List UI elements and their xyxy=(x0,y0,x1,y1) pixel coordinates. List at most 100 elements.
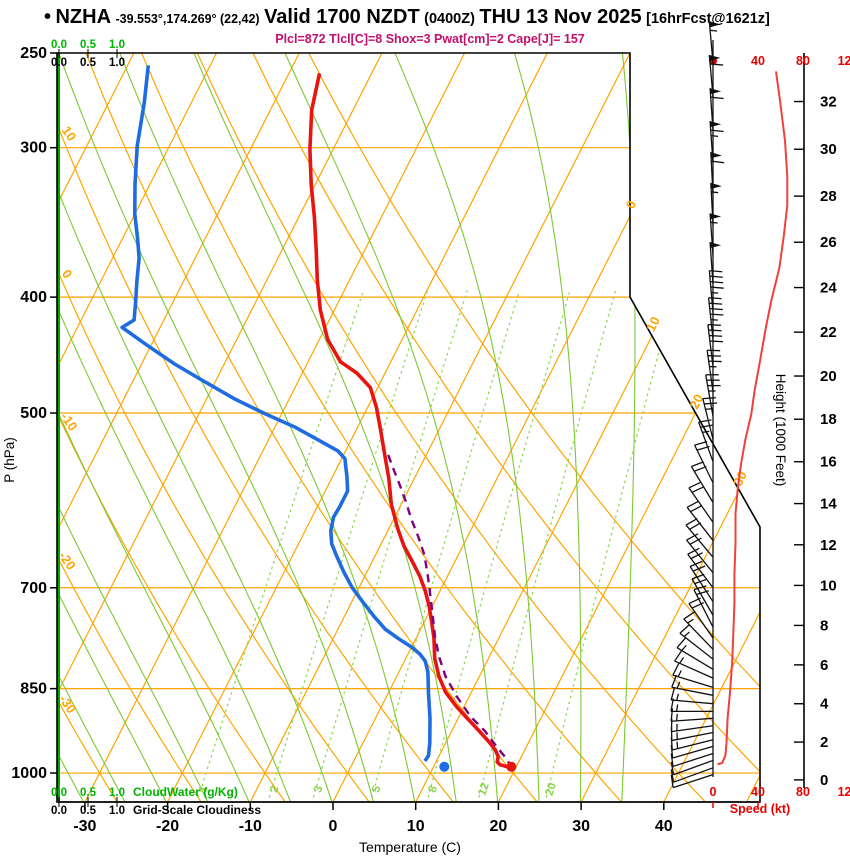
temperature-curve xyxy=(308,73,512,769)
svg-text:1.0: 1.0 xyxy=(109,805,125,817)
wind-barb xyxy=(686,533,714,574)
svg-text:500: 500 xyxy=(20,405,47,422)
mixing-ratio-label: 12 xyxy=(476,781,491,797)
mixing-ratio-label: 5 xyxy=(370,784,384,794)
plot-boundary xyxy=(56,52,761,803)
svg-text:4: 4 xyxy=(820,696,829,713)
moist-adiabat-line xyxy=(284,53,499,802)
station-id: NZHA xyxy=(55,6,112,28)
svg-text:0.5: 0.5 xyxy=(80,787,97,799)
wind-barb xyxy=(691,573,714,616)
moist-adiabat-line xyxy=(57,53,333,802)
svg-text:400: 400 xyxy=(20,289,47,306)
mixing-ratio-line xyxy=(195,290,364,802)
svg-text:14: 14 xyxy=(820,496,837,513)
wind-barb xyxy=(670,727,714,742)
wind-barb xyxy=(670,708,714,722)
isotherm-line xyxy=(332,53,714,802)
svg-text:20: 20 xyxy=(820,368,837,385)
speed-axis: 040408080120120Speed (kt) xyxy=(709,54,850,816)
wind-barb xyxy=(672,663,714,689)
forecast-tag: [16hrFcst@1621z] xyxy=(646,11,770,27)
isotherm-line xyxy=(57,53,300,802)
wind-barb xyxy=(702,397,718,440)
wind-barb xyxy=(687,547,714,589)
dry-adiabat-line xyxy=(141,53,623,802)
wind-barb xyxy=(670,752,714,768)
svg-text:22: 22 xyxy=(820,324,837,341)
mixing-ratio-line xyxy=(425,290,571,802)
wind-barb xyxy=(676,637,714,670)
dry-adiabat-line xyxy=(252,53,760,802)
svg-text:0.0: 0.0 xyxy=(51,39,67,51)
parcel-curve xyxy=(387,454,513,768)
sounding-curves xyxy=(120,65,517,772)
mixing-ratio-label: 1 xyxy=(197,784,211,794)
wind-speed-profile xyxy=(717,71,789,766)
svg-text:0.0: 0.0 xyxy=(51,57,67,69)
isotherm-line xyxy=(57,53,383,802)
svg-text:0: 0 xyxy=(329,818,338,835)
moist-adiabat-line xyxy=(394,53,540,802)
moist-adiabat-line xyxy=(513,53,582,802)
wind-barb xyxy=(688,481,714,523)
svg-text:300: 300 xyxy=(20,140,47,157)
isotherm-line xyxy=(580,53,760,802)
svg-text:0.0: 0.0 xyxy=(51,805,67,817)
svg-text:8: 8 xyxy=(820,617,828,634)
svg-text:40: 40 xyxy=(751,54,765,68)
mixing-ratio-line xyxy=(311,290,468,802)
svg-text:10: 10 xyxy=(407,818,425,835)
mixing-ratio-line xyxy=(477,290,617,802)
svg-text:10: 10 xyxy=(820,577,837,594)
svg-text:80: 80 xyxy=(796,54,810,68)
svg-text:120: 120 xyxy=(838,54,850,68)
wind-barb xyxy=(670,773,714,789)
moist-adiabat-line xyxy=(57,53,251,802)
svg-text:30: 30 xyxy=(820,141,837,158)
moist-adiabat-line xyxy=(0,53,2,803)
dry-adiabat-line xyxy=(308,53,760,802)
valid-utc: (0400Z) xyxy=(424,11,475,27)
svg-text:700: 700 xyxy=(20,580,47,597)
dewpoint-curve xyxy=(120,65,432,762)
wind-barb xyxy=(674,649,714,679)
wind-barb xyxy=(670,759,714,776)
isotherm-line xyxy=(57,53,135,802)
svg-text:12: 12 xyxy=(820,537,837,554)
dry-adiabat-line xyxy=(57,53,287,802)
svg-text:80: 80 xyxy=(796,785,810,799)
wind-barb xyxy=(708,269,724,313)
wind-barb xyxy=(709,213,722,256)
svg-text:-20: -20 xyxy=(156,818,179,835)
svg-text:24: 24 xyxy=(820,280,837,297)
wind-barb xyxy=(698,419,714,462)
cloudwater-axis-title: CloudWater (g/Kg) xyxy=(133,785,238,799)
svg-text:1.0: 1.0 xyxy=(109,787,125,799)
pressure-axis-title: P (hPa) xyxy=(2,437,17,483)
mixing-ratio-label: 8 xyxy=(427,784,441,794)
svg-text:-10: -10 xyxy=(239,818,262,835)
svg-text:2: 2 xyxy=(820,734,828,751)
svg-text:6: 6 xyxy=(820,657,828,674)
wind-barb xyxy=(670,767,714,783)
isotherm-label: 20 xyxy=(686,392,706,412)
wind-barb xyxy=(690,461,714,503)
moist-adiabat-line xyxy=(119,53,416,802)
svg-text:1.0: 1.0 xyxy=(109,39,125,51)
svg-text:0.5: 0.5 xyxy=(80,57,97,69)
isotherm-line xyxy=(663,53,760,802)
wind-barb xyxy=(706,349,722,392)
temperature-axis-title: Temperature (C) xyxy=(359,839,461,855)
svg-text:0.0: 0.0 xyxy=(51,787,67,799)
valid-time: Valid 1700 NZDT xyxy=(264,6,420,28)
svg-text:20: 20 xyxy=(490,818,508,835)
isotherm-label: 10 xyxy=(643,314,663,334)
svg-text:0.5: 0.5 xyxy=(80,805,97,817)
svg-text:40: 40 xyxy=(655,818,673,835)
moist-adiabat-line xyxy=(621,53,636,802)
mixing-ratio-label: 3 xyxy=(312,784,325,794)
